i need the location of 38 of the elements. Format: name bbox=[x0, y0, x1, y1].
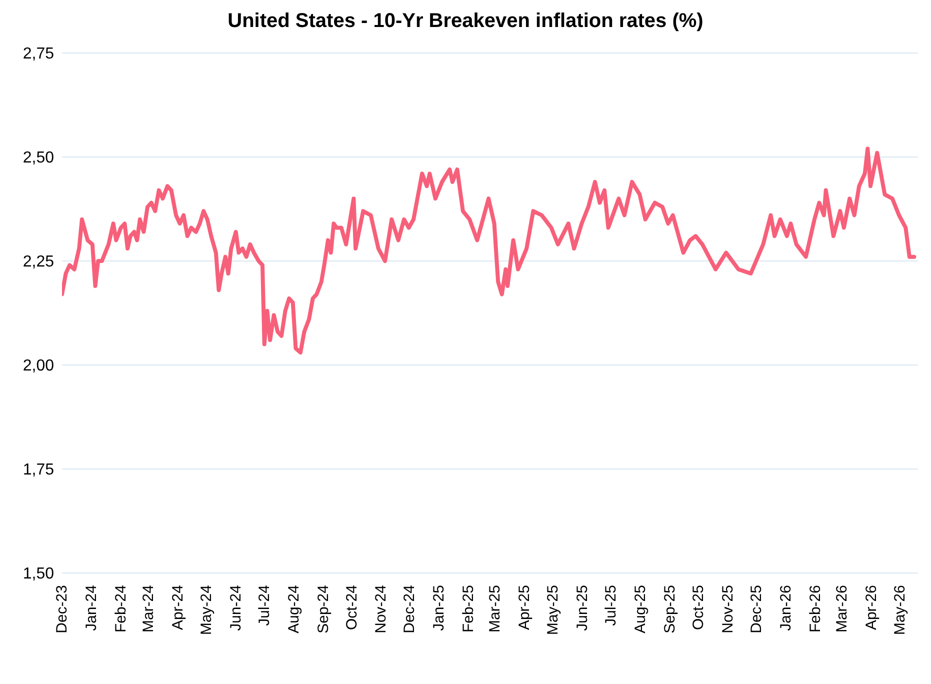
x-tick-label: Jun-24 bbox=[227, 585, 244, 631]
y-tick-label: 2,00 bbox=[22, 358, 54, 375]
x-tick-label: Jan-24 bbox=[82, 585, 100, 631]
x-tick-label: Apr-26 bbox=[862, 585, 880, 630]
chart-title: United States - 10-Yr Breakeven inflation rates (%) bbox=[226, 10, 704, 33]
x-tick-label: Feb-24 bbox=[112, 585, 130, 633]
x-tick-label: Jul-25 bbox=[602, 585, 620, 626]
x-tick-label: May-24 bbox=[198, 585, 215, 636]
x-tick-label: Jun-25 bbox=[574, 585, 592, 631]
x-tick-label: Jul-24 bbox=[256, 585, 273, 626]
x-tick-label: Mar-24 bbox=[140, 585, 157, 633]
x-tick-label: Feb-26 bbox=[806, 585, 824, 633]
x-tick-label: Feb-25 bbox=[460, 585, 478, 633]
x-tick-label: Apr-25 bbox=[516, 585, 534, 630]
x-tick-label: Sep-24 bbox=[314, 585, 332, 634]
x-tick-label: May-26 bbox=[891, 585, 908, 636]
x-tick-label: Oct-24 bbox=[343, 585, 360, 630]
x-tick-label: Jan-25 bbox=[430, 585, 448, 631]
x-tick-label: Jan-26 bbox=[777, 585, 794, 631]
x-tick-label: Mar-26 bbox=[833, 585, 850, 633]
x-tick-label: Sep-25 bbox=[662, 585, 679, 634]
x-tick-label: Aug-24 bbox=[285, 585, 302, 634]
y-tick-label: 1,75 bbox=[22, 462, 54, 479]
y-tick-label: 2,25 bbox=[22, 254, 54, 271]
x-tick-label: Mar-25 bbox=[486, 585, 504, 633]
x-tick-label: Nov-25 bbox=[719, 585, 736, 634]
x-tick-label: May-25 bbox=[544, 585, 562, 636]
x-tick-label: Dec-24 bbox=[401, 585, 418, 634]
x-tick-label: Dec-23 bbox=[54, 585, 70, 634]
x-tick-label: Nov-24 bbox=[372, 585, 390, 634]
y-tick-label: 2,75 bbox=[22, 46, 54, 63]
x-tick-label: Oct-25 bbox=[690, 585, 708, 630]
line-series bbox=[62, 146, 916, 355]
y-tick-label: 2,50 bbox=[22, 150, 54, 167]
x-tick-label: Dec-25 bbox=[748, 585, 765, 634]
x-tick-label: Apr-24 bbox=[169, 585, 186, 630]
y-tick-label: 1,50 bbox=[22, 566, 54, 583]
x-tick-label: Aug-25 bbox=[632, 585, 650, 634]
